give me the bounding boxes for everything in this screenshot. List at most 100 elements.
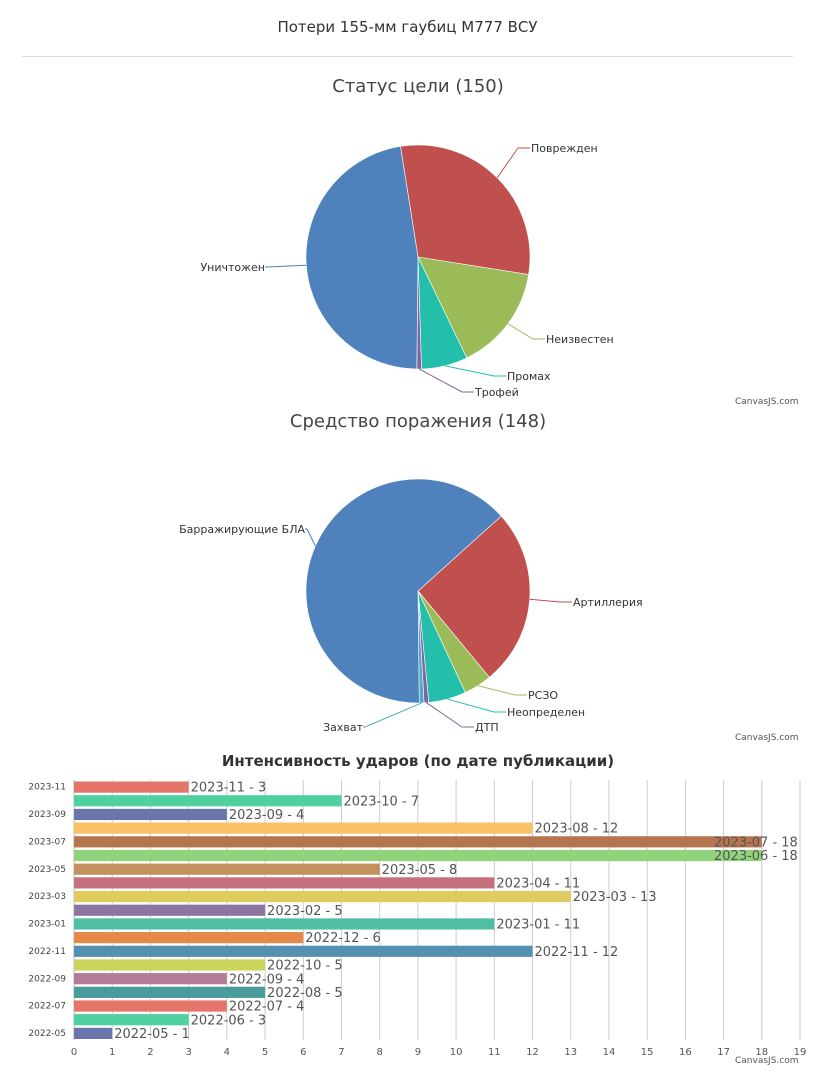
- pie-slice: [400, 144, 531, 275]
- pie-label-line: [496, 147, 530, 179]
- pie-label: Барражирующие БЛА: [179, 523, 305, 536]
- y-tick-label: 2022-11: [28, 947, 66, 957]
- bar-data-label: 2023-06 - 18: [714, 849, 798, 864]
- x-tick-label: 6: [300, 1047, 306, 1058]
- pie-label-line: [426, 702, 474, 728]
- bar: [74, 959, 266, 971]
- pie-label: РСЗО: [528, 689, 558, 702]
- pie-label: ДТП: [475, 721, 499, 734]
- x-tick-label: 15: [641, 1047, 654, 1058]
- bar-data-label: 2022-08 - 5: [267, 986, 343, 1001]
- pie-label: Промах: [507, 370, 551, 383]
- pie-chart-2: Средство поражения (148) Артиллерия РСЗО Не…: [179, 411, 798, 743]
- x-tick-label: 14: [603, 1047, 616, 1058]
- bar: [74, 945, 533, 957]
- pie-label-line: [305, 528, 316, 547]
- bar-data-label: 2023-11 - 3: [191, 781, 267, 796]
- bar-data-label: 2023-04 - 11: [496, 876, 580, 891]
- x-tick-label: 5: [262, 1047, 268, 1058]
- divider: [22, 56, 793, 57]
- bar-data-label: 2023-01 - 11: [496, 918, 580, 933]
- y-tick-label: 2023-07: [28, 837, 66, 847]
- bar-data-label: 2022-12 - 6: [305, 931, 381, 946]
- pie-label: Неизвестен: [546, 333, 614, 346]
- bar: [74, 863, 380, 875]
- bar-chart-title: Интенсивность ударов (по дате публикации…: [222, 752, 614, 770]
- x-tick-label: 8: [376, 1047, 382, 1058]
- bar: [74, 932, 304, 944]
- page-title: Потери 155-мм гаубиц M777 ВСУ: [277, 18, 538, 36]
- y-tick-label: 2023-03: [28, 892, 66, 902]
- x-tick-label: 2: [147, 1047, 153, 1058]
- pie-slice: [417, 515, 531, 678]
- bar: [74, 808, 227, 821]
- bar-data-label: 2023-05 - 8: [382, 863, 458, 878]
- pie-label-line: [363, 702, 422, 728]
- bar: [74, 795, 342, 807]
- bar-data-label: 2023-10 - 7: [343, 794, 419, 809]
- pie-label: Артиллерия: [573, 596, 643, 609]
- x-tick-label: 4: [224, 1047, 230, 1058]
- x-tick-label: 0: [71, 1047, 77, 1058]
- bar-data-label: 2023-02 - 5: [267, 904, 343, 919]
- y-tick-label: 2023-05: [28, 865, 66, 875]
- x-tick-label: 1: [109, 1047, 115, 1058]
- x-tick-label: 13: [564, 1047, 577, 1058]
- x-tick-label: 9: [415, 1047, 421, 1058]
- x-tick-label: 19: [794, 1047, 807, 1058]
- pie-label-line: [507, 323, 545, 340]
- x-tick-label: 16: [679, 1047, 692, 1058]
- bar-data-label: 2022-09 - 4: [229, 972, 305, 987]
- bar: [74, 1027, 113, 1039]
- bar: [74, 986, 266, 998]
- bar-data-label: 2022-07 - 4: [229, 1000, 305, 1015]
- bar: [74, 973, 227, 985]
- x-tick-label: 10: [450, 1047, 463, 1058]
- pie-label-line: [444, 365, 506, 377]
- pie-label-line: [265, 264, 307, 268]
- bar-data-label: 2022-05 - 1: [114, 1027, 190, 1042]
- bar-data-label: 2023-08 - 12: [535, 822, 619, 837]
- bar-data-label: 2023-07 - 18: [714, 835, 798, 850]
- pie-label-line: [529, 598, 572, 603]
- x-tick-label: 7: [338, 1047, 344, 1058]
- canvasjs-credit: CanvasJS.com: [735, 733, 798, 743]
- pie-chart-1: Статус цели (150) Поврежден Неизвестен Пром…: [200, 76, 798, 407]
- pie-label-line: [418, 368, 474, 393]
- bar-data-label: 2022-11 - 12: [535, 945, 619, 960]
- y-tick-label: 2022-09: [28, 974, 66, 984]
- pie-slice: [305, 478, 502, 704]
- bar: [74, 877, 495, 889]
- pie-label: Уничтожен: [200, 261, 265, 274]
- bar: [74, 781, 189, 793]
- y-tick-label: 2023-01: [28, 920, 66, 930]
- y-tick-label: 2023-11: [28, 783, 66, 793]
- x-tick-label: 3: [185, 1047, 191, 1058]
- bar-data-label: 2022-06 - 3: [191, 1013, 267, 1028]
- bar: [74, 836, 762, 848]
- bar-data-label: 2022-10 - 5: [267, 959, 343, 974]
- x-tick-label: 18: [755, 1047, 768, 1058]
- bar-chart: Интенсивность ударов (по дате публикации…: [28, 752, 806, 1066]
- pie-label: Неопределен: [507, 706, 585, 719]
- bar: [74, 822, 533, 834]
- bar-data-label: 2023-03 - 13: [573, 890, 657, 905]
- y-tick-label: 2022-05: [28, 1029, 66, 1039]
- bar: [74, 1014, 189, 1026]
- x-tick-label: 17: [717, 1047, 730, 1058]
- pie-label: Трофей: [474, 386, 519, 399]
- bar-data-label: 2023-09 - 4: [229, 808, 305, 823]
- bar: [74, 918, 495, 930]
- y-tick-label: 2022-07: [28, 1002, 66, 1012]
- bar: [74, 1000, 227, 1012]
- pie-title: Средство поражения (148): [290, 411, 546, 432]
- canvasjs-credit: CanvasJS.com: [735, 1056, 798, 1066]
- pie-title: Статус цели (150): [332, 76, 504, 97]
- bar: [74, 849, 762, 862]
- pie-slice: [417, 256, 529, 359]
- canvasjs-credit: CanvasJS.com: [735, 397, 798, 407]
- bar: [74, 890, 571, 903]
- pie-label-line: [477, 685, 527, 696]
- x-tick-label: 12: [526, 1047, 539, 1058]
